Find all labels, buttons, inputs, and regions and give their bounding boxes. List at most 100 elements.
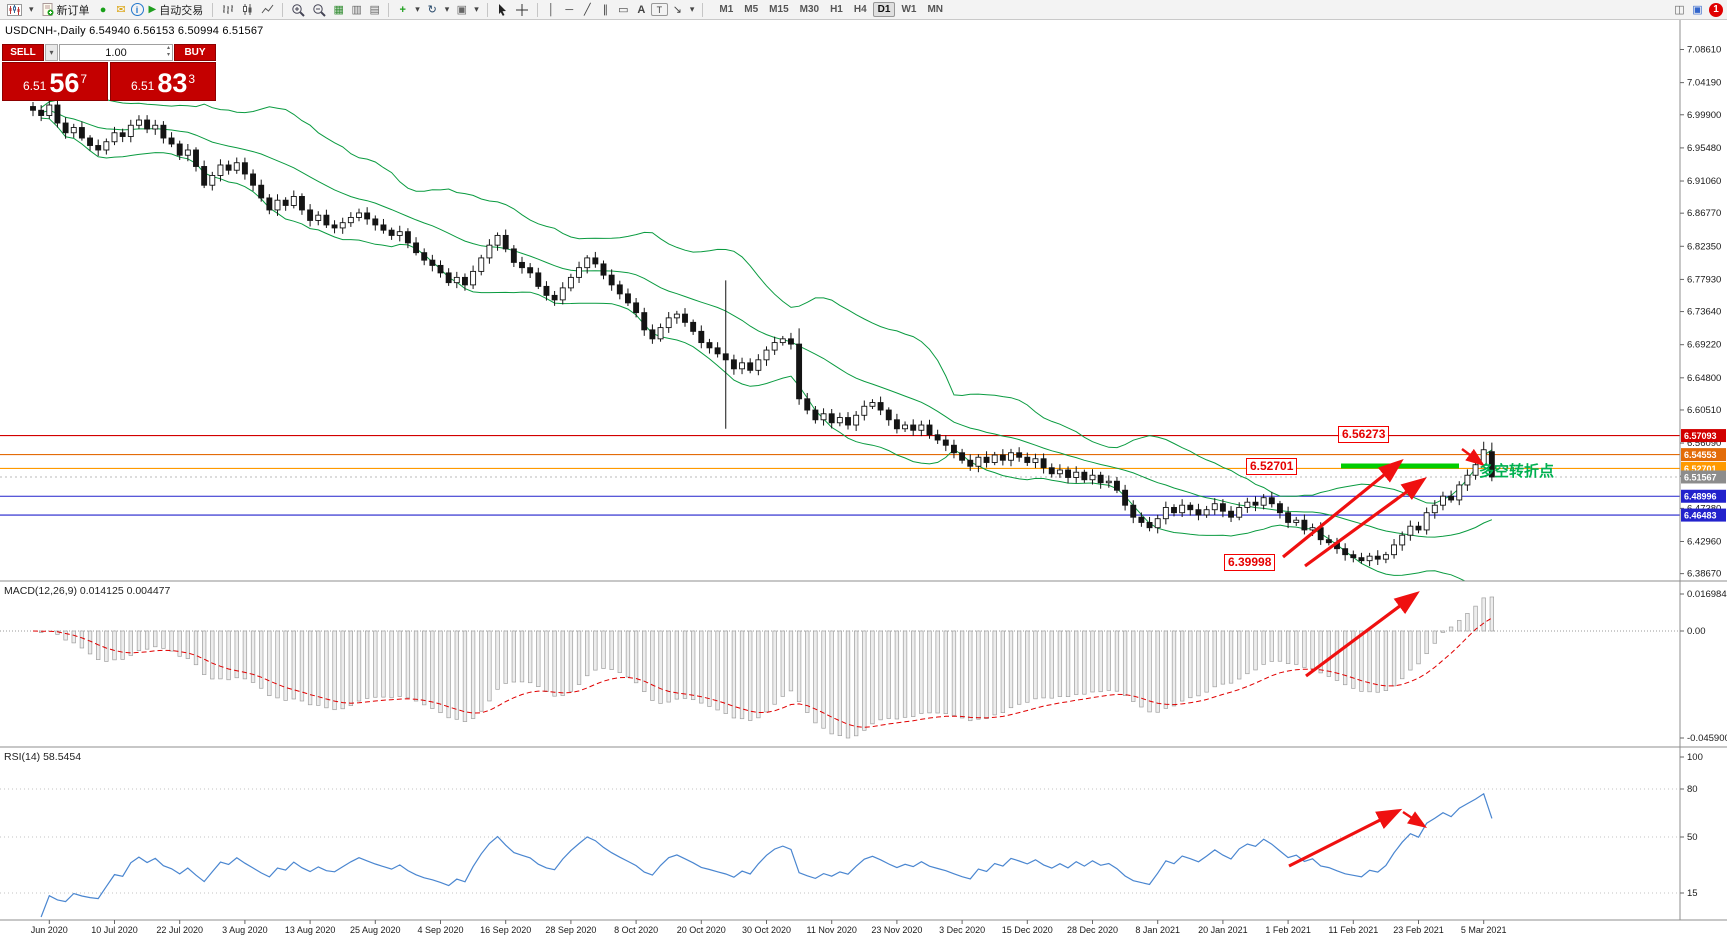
svg-text:28 Sep 2020: 28 Sep 2020 <box>545 925 596 935</box>
tile-windows-icon[interactable]: ▦ <box>333 4 344 16</box>
autotrade-button[interactable]: ▶ 自动交易 <box>145 1 208 18</box>
svg-text:6.52701: 6.52701 <box>1684 464 1717 474</box>
template-icon[interactable]: ▣ <box>456 4 467 16</box>
svg-text:80: 80 <box>1687 784 1698 795</box>
sell-price-big: 56 <box>49 68 80 98</box>
svg-text:6.46483: 6.46483 <box>1684 511 1717 521</box>
timeframe-button-M30[interactable]: M30 <box>799 4 820 15</box>
notification-badge[interactable]: 1 <box>1709 2 1723 17</box>
svg-text:6.60510: 6.60510 <box>1687 405 1721 416</box>
candle-chart-type-icon[interactable] <box>238 1 257 18</box>
macd-indicator-label: MACD(12,26,9) 0.014125 0.004477 <box>4 585 171 597</box>
sell-price-button[interactable]: 6.51 56 7 <box>2 62 108 101</box>
annotation-turning-point-label: 多空转折点 <box>1479 463 1555 480</box>
chart-dropdown-icon[interactable]: ▾ <box>29 4 34 14</box>
svg-text:6.48996: 6.48996 <box>1684 492 1717 502</box>
text-tool-icon[interactable]: A <box>637 3 646 16</box>
sell-button[interactable]: SELL <box>2 44 44 61</box>
rsi-line <box>0 788 1680 918</box>
info-icon[interactable]: i <box>130 3 144 16</box>
axis-price-tag: 6.57093 <box>1681 429 1726 443</box>
auto-arrange-icon[interactable]: ▤ <box>369 4 380 16</box>
chat-icon[interactable]: ✉ <box>116 4 126 16</box>
svg-text:6.77930: 6.77930 <box>1687 274 1721 285</box>
svg-text:15: 15 <box>1687 888 1698 899</box>
time-axis[interactable]: Jun 2020 10 Jul 2020 22 Jul 2020 3 Aug 2020… <box>31 920 1507 935</box>
timeframe-button-M1[interactable]: M1 <box>719 4 734 15</box>
svg-text:-0.045900: -0.045900 <box>1687 733 1727 744</box>
svg-text:6.38670: 6.38670 <box>1687 569 1721 580</box>
objects-dropdown-icon[interactable]: ▾ <box>689 4 695 14</box>
svg-text:25 Aug 2020: 25 Aug 2020 <box>350 925 401 935</box>
svg-text:22 Jul 2020: 22 Jul 2020 <box>156 925 203 935</box>
annotation-level-price-box: 6.52701 <box>1246 458 1298 475</box>
channel-tool-icon[interactable]: ∥ <box>602 4 609 16</box>
timeframe-button-M15[interactable]: M15 <box>769 4 789 15</box>
one-click-trading-panel: SELL ▾ 1.00 ▴ ▾ BUY 6.51 56 7 6.51 83 3 <box>2 44 216 101</box>
macd-histogram <box>0 596 1680 739</box>
cursor-icon[interactable] <box>493 1 511 18</box>
sell-options-dropdown-icon[interactable]: ▾ <box>45 44 58 61</box>
volume-spinner[interactable]: ▴ ▾ <box>166 45 170 58</box>
timeframe-button-W1[interactable]: W1 <box>901 4 917 15</box>
svg-text:Jun 2020: Jun 2020 <box>31 925 68 935</box>
new-chart-icon[interactable] <box>4 1 25 18</box>
buy-price-button[interactable]: 6.51 83 3 <box>110 62 216 101</box>
refresh-dropdown-icon[interactable]: ▾ <box>444 4 450 14</box>
annotation-low-price-box: 6.39998 <box>1224 554 1276 571</box>
volume-input[interactable]: 1.00 ▴ ▾ <box>59 44 173 61</box>
svg-text:6.86770: 6.86770 <box>1687 208 1721 219</box>
window-icon[interactable]: ◫ <box>1674 4 1685 16</box>
price-axis[interactable]: 7.08610 7.04190 6.99900 6.95480 6.91060 6.867… <box>1680 45 1727 900</box>
svg-text:23 Feb 2021: 23 Feb 2021 <box>1393 925 1444 935</box>
svg-text:6.56090: 6.56090 <box>1687 438 1721 449</box>
timeframe-button-MN[interactable]: MN <box>927 4 944 15</box>
svg-text:6.82350: 6.82350 <box>1687 241 1721 252</box>
svg-text:0.016984: 0.016984 <box>1687 589 1727 600</box>
svg-text:16 Sep 2020: 16 Sep 2020 <box>480 925 531 935</box>
arrow-tool-icon[interactable]: ↘ <box>672 4 682 16</box>
refresh-icon[interactable]: ↻ <box>427 4 437 16</box>
zoom-out-icon[interactable] <box>309 1 329 18</box>
bar-chart-type-icon[interactable] <box>218 1 237 18</box>
svg-text:0.00: 0.00 <box>1687 626 1706 637</box>
new-order-label: 新订单 <box>56 4 90 17</box>
timeframe-button-H4[interactable]: H4 <box>853 4 867 15</box>
timeframe-button-D1[interactable]: D1 <box>872 2 896 17</box>
svg-text:30 Oct 2020: 30 Oct 2020 <box>742 925 791 935</box>
cascade-windows-icon[interactable]: ▥ <box>351 4 362 16</box>
indicator-dropdown-icon[interactable]: ▾ <box>415 4 420 14</box>
axis-price-tag: 6.51567 <box>1681 470 1726 484</box>
template-dropdown-icon[interactable]: ▾ <box>474 4 479 14</box>
axis-price-tag: 6.48996 <box>1681 489 1726 503</box>
label-tool-icon[interactable]: T <box>650 3 668 16</box>
trendline-tool-icon[interactable]: ╱ <box>584 4 591 16</box>
buy-price-main: 6.51 <box>130 79 155 93</box>
timeframe-button-H1[interactable]: H1 <box>830 4 843 15</box>
timeframe-switcher: M1 M5 M15 M30 H1 H4 D1 W1 MN <box>714 2 948 17</box>
buy-price-big: 83 <box>157 68 188 98</box>
timeframe-button-M5[interactable]: M5 <box>744 4 759 15</box>
svg-text:11 Nov 2020: 11 Nov 2020 <box>807 925 857 935</box>
vertical-line-tool-icon[interactable]: │ <box>547 3 555 16</box>
new-order-button[interactable]: 新订单 <box>38 1 94 18</box>
crosshair-icon[interactable] <box>512 1 532 18</box>
svg-text:6.73640: 6.73640 <box>1687 307 1721 318</box>
svg-text:6.64800: 6.64800 <box>1687 373 1721 384</box>
market-depth-icon[interactable]: ● <box>99 3 107 16</box>
svg-text:10 Jul 2020: 10 Jul 2020 <box>91 925 138 935</box>
volume-value: 1.00 <box>105 46 127 59</box>
buy-button[interactable]: BUY <box>174 44 216 61</box>
add-indicator-icon[interactable]: + <box>399 3 406 16</box>
svg-text:11 Feb 2021: 11 Feb 2021 <box>1328 925 1378 935</box>
line-chart-type-icon[interactable] <box>258 1 277 18</box>
alerts-icon[interactable]: ▣ <box>1692 4 1703 16</box>
svg-text:7.04190: 7.04190 <box>1687 78 1721 89</box>
axis-price-tag: 6.46483 <box>1681 508 1726 522</box>
svg-text:15 Dec 2020: 15 Dec 2020 <box>1002 925 1053 935</box>
shapes-tool-icon[interactable]: ▭ <box>618 4 629 16</box>
svg-text:5 Mar 2021: 5 Mar 2021 <box>1461 925 1507 935</box>
zoom-in-icon[interactable] <box>288 1 308 18</box>
horizontal-line-tool-icon[interactable]: ─ <box>565 3 574 16</box>
